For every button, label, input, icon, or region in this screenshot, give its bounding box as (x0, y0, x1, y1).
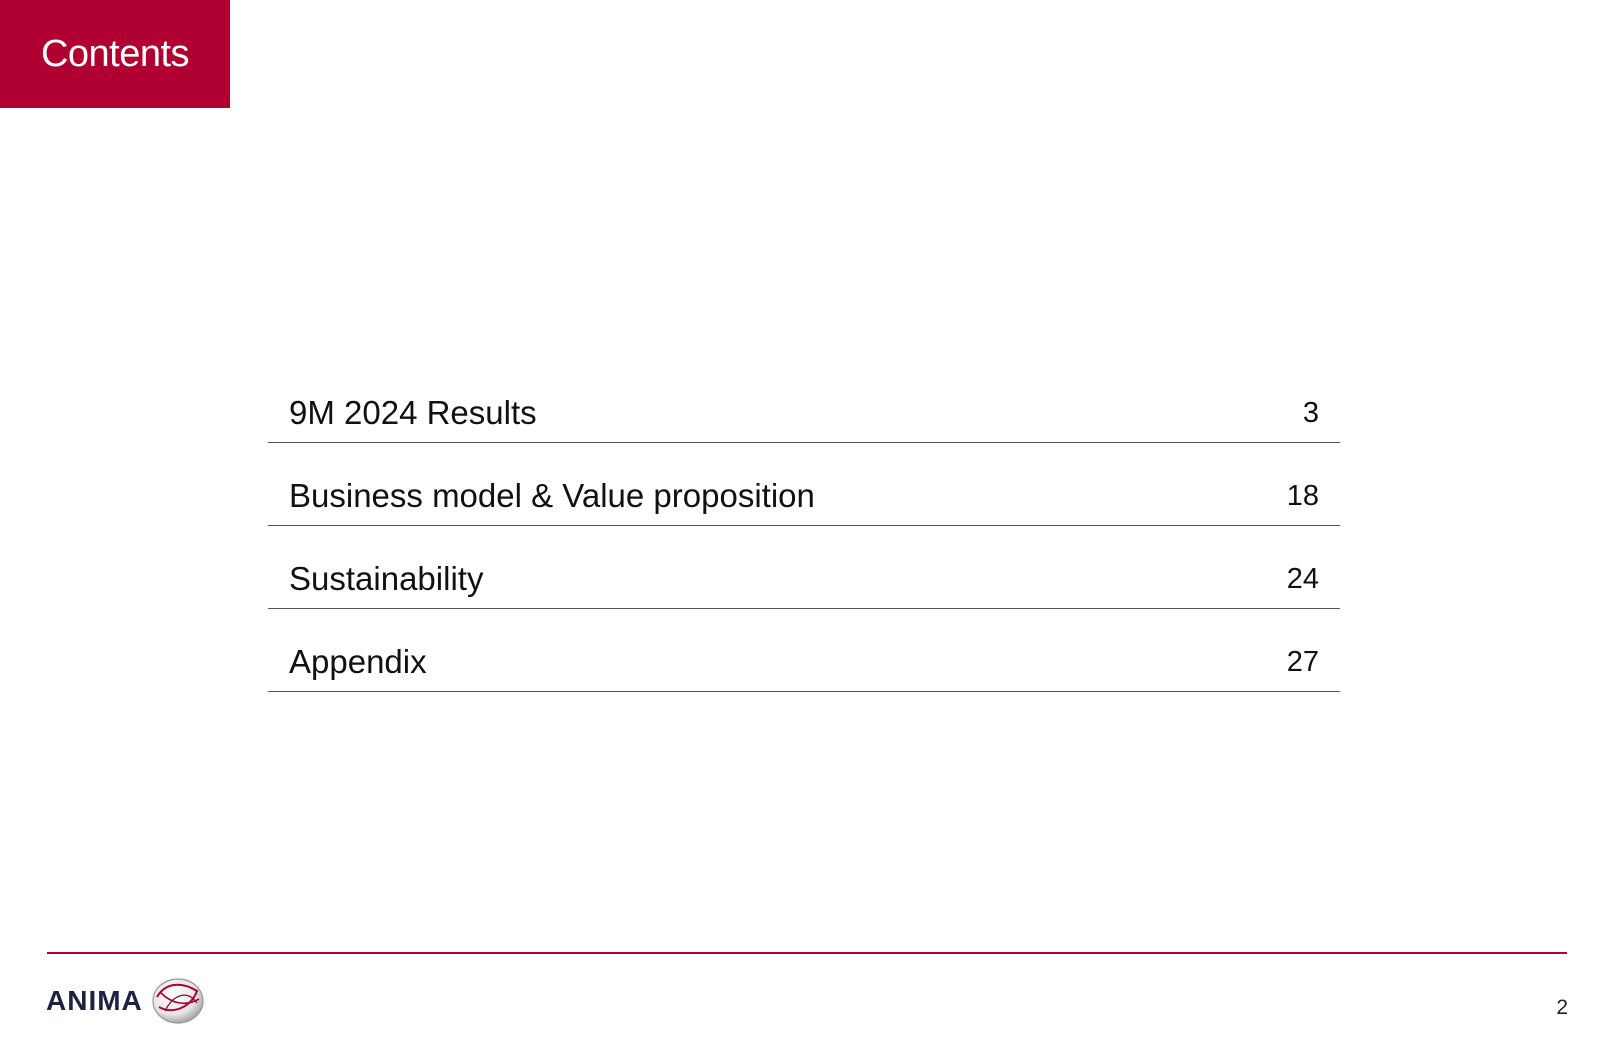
toc-item-page: 3 (1302, 397, 1319, 429)
company-logo: ANIMA (46, 977, 205, 1025)
page-title: Contents (40, 32, 190, 75)
footer-divider (47, 952, 1567, 954)
page-number: 2 (1556, 996, 1568, 1019)
toc-item-label: Sustainability (289, 560, 484, 597)
toc-item-page: 27 (1286, 646, 1319, 678)
logo-text: ANIMA (46, 985, 143, 1016)
toc-row[interactable]: Business model & Value proposition 18 (268, 443, 1340, 526)
toc-row[interactable]: Appendix 27 (268, 609, 1340, 692)
title-block: Contents (0, 0, 230, 108)
toc-row[interactable]: 9M 2024 Results 3 (268, 360, 1340, 443)
anima-logo-icon (152, 978, 204, 1024)
toc-item-label: 9M 2024 Results (289, 394, 537, 431)
toc-row[interactable]: Sustainability 24 (268, 526, 1340, 609)
toc-item-page: 24 (1286, 563, 1319, 595)
toc-item-label: Appendix (289, 643, 427, 680)
table-of-contents: 9M 2024 Results 3 Business model & Value… (268, 360, 1340, 692)
toc-item-label: Business model & Value proposition (289, 477, 815, 514)
toc-item-page: 18 (1286, 480, 1319, 512)
